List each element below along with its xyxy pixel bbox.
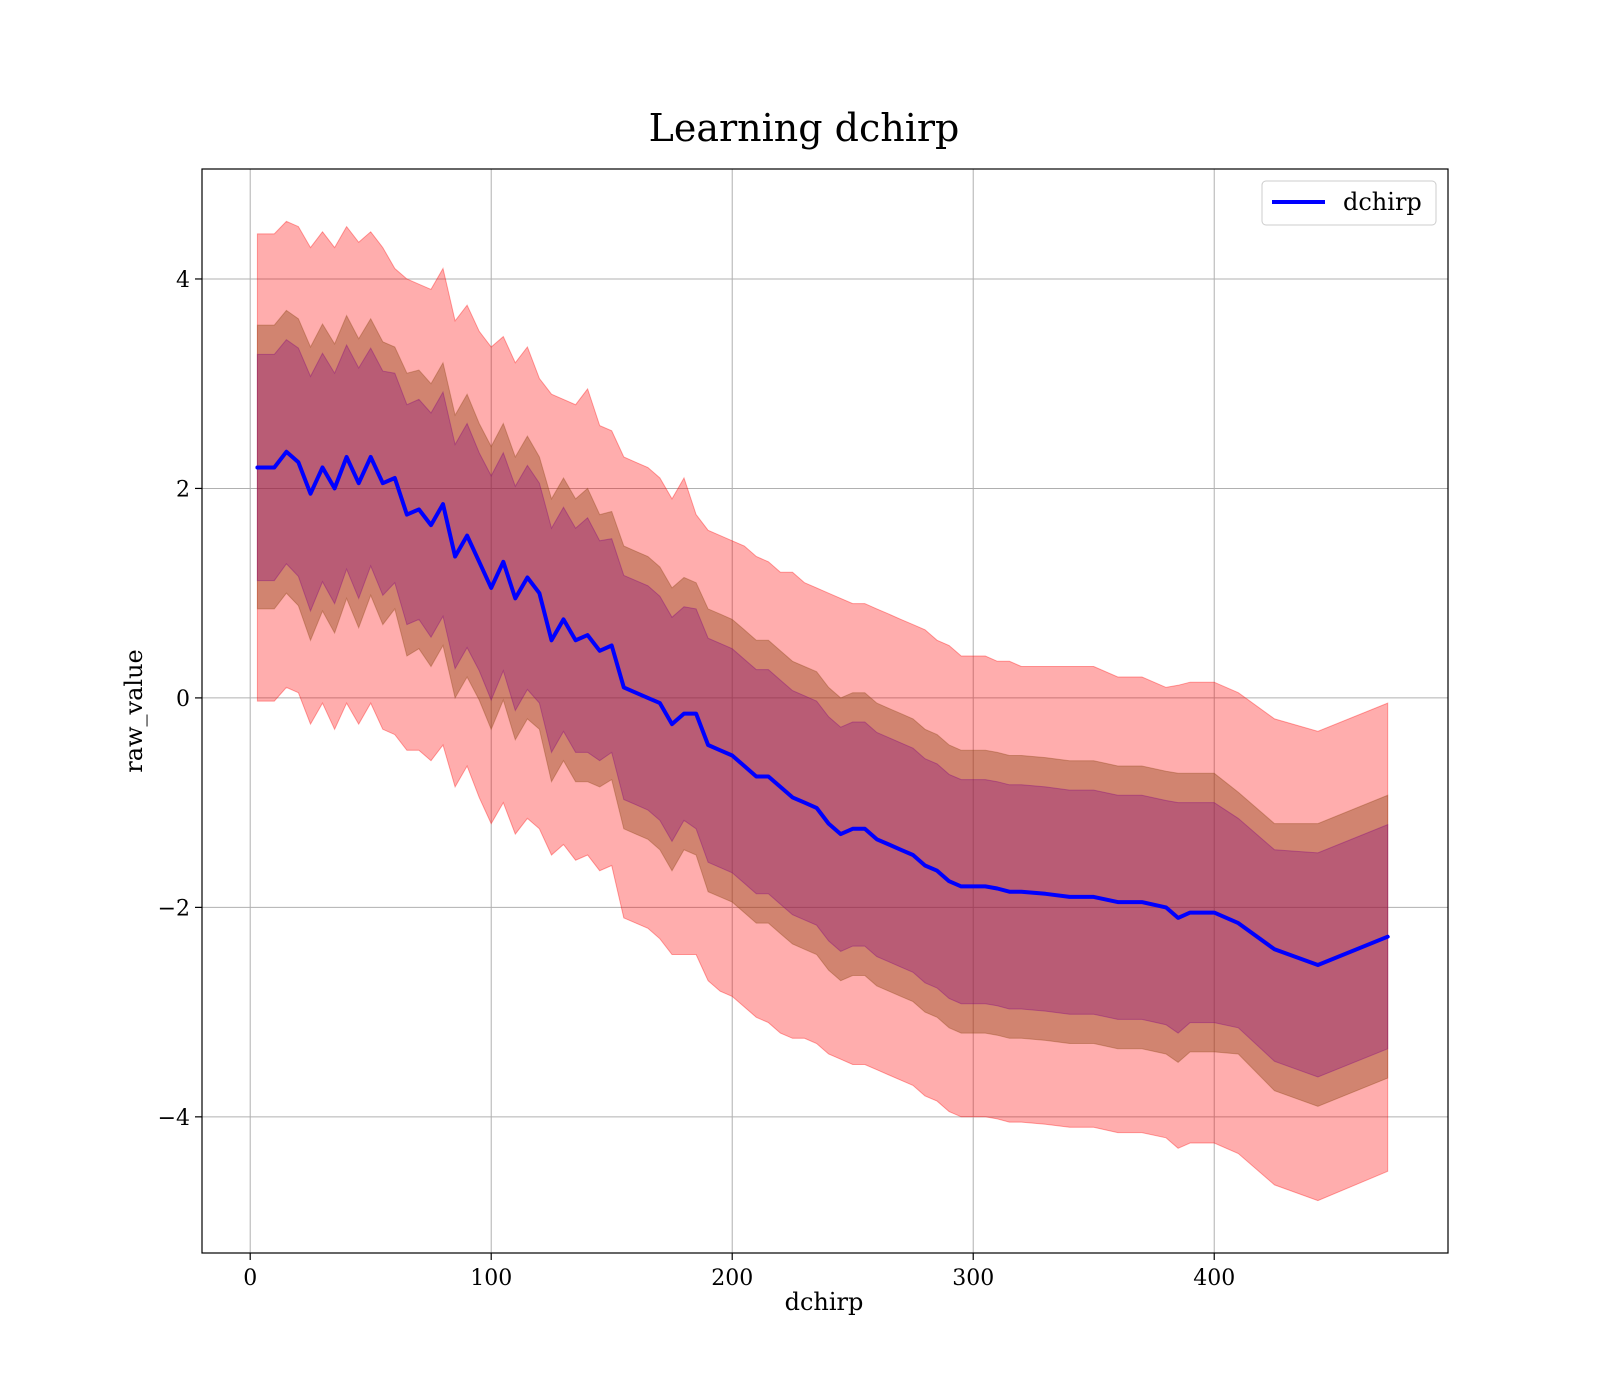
inner-band — [256, 339, 1389, 1078]
x-tick-label-2: 200 — [711, 1266, 753, 1291]
chart-title: Learning dchirp — [649, 106, 960, 150]
plot-area-frame — [201, 168, 1449, 1254]
x-axis-ticks: 0 100 200 300 400 — [243, 1253, 1235, 1291]
x-axis-title: dchirp — [785, 1288, 864, 1316]
confidence-bands — [256, 220, 1389, 1202]
legend-label-dchirp: dchirp — [1343, 188, 1422, 216]
series-line-dchirp — [255, 449, 1390, 967]
y-tick-label-0: 4 — [176, 268, 190, 293]
outer-band — [256, 220, 1389, 1202]
x-tick-label-0: 0 — [243, 1266, 257, 1291]
y-tick-label-1: 2 — [176, 477, 190, 502]
legend-frame — [1261, 180, 1437, 226]
y-axis-ticks: 4 2 0 −2 −4 — [158, 268, 202, 1131]
x-tick-label-3: 300 — [952, 1266, 994, 1291]
y-axis-title: raw_value — [120, 649, 148, 773]
y-tick-label-4: −4 — [158, 1106, 190, 1131]
grid — [202, 169, 1448, 1253]
y-tick-label-3: −2 — [158, 896, 190, 921]
x-tick-label-1: 100 — [470, 1266, 512, 1291]
series-lines — [255, 449, 1390, 967]
x-tick-label-4: 400 — [1193, 1266, 1235, 1291]
y-tick-label-2: 0 — [176, 687, 190, 712]
legend: dchirp — [1261, 180, 1437, 226]
middle-band — [256, 309, 1389, 1107]
